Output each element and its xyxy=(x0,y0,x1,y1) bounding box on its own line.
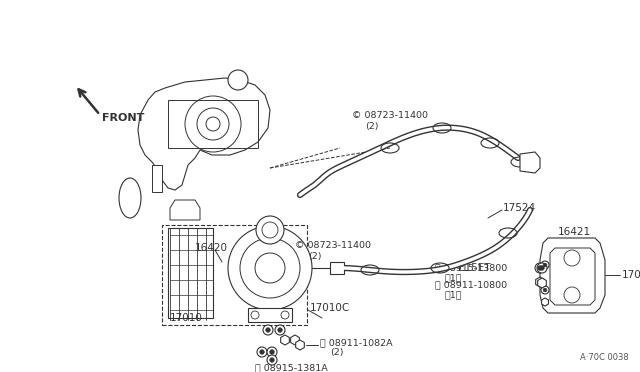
Polygon shape xyxy=(291,335,300,345)
Circle shape xyxy=(260,350,264,354)
Polygon shape xyxy=(520,152,540,173)
Polygon shape xyxy=(281,335,289,345)
Circle shape xyxy=(263,325,273,335)
Circle shape xyxy=(251,311,259,319)
Text: (2): (2) xyxy=(330,349,344,357)
Text: © 08723-11400: © 08723-11400 xyxy=(352,110,428,119)
Circle shape xyxy=(541,286,549,294)
Circle shape xyxy=(281,311,289,319)
Polygon shape xyxy=(538,278,547,288)
Text: 17524: 17524 xyxy=(503,203,536,213)
Polygon shape xyxy=(540,238,605,313)
Ellipse shape xyxy=(119,178,141,218)
Text: （1）: （1） xyxy=(445,291,463,299)
Text: (2): (2) xyxy=(365,122,378,131)
Polygon shape xyxy=(296,340,305,350)
Polygon shape xyxy=(170,200,200,220)
Circle shape xyxy=(537,263,547,273)
Circle shape xyxy=(228,226,312,310)
Polygon shape xyxy=(138,78,270,190)
Circle shape xyxy=(538,266,542,270)
Text: (2): (2) xyxy=(308,251,321,260)
Polygon shape xyxy=(541,298,548,306)
Circle shape xyxy=(535,263,545,273)
Text: （1）: （1） xyxy=(445,273,463,282)
Circle shape xyxy=(228,70,248,90)
Circle shape xyxy=(269,358,275,362)
Circle shape xyxy=(267,347,277,357)
Text: E15ET: E15ET xyxy=(458,263,490,273)
Text: 17010C: 17010C xyxy=(310,303,350,313)
Text: ⓝ 08911-10800: ⓝ 08911-10800 xyxy=(435,280,507,289)
Circle shape xyxy=(278,328,282,332)
Circle shape xyxy=(256,216,284,244)
Circle shape xyxy=(541,261,549,269)
Text: FRONT: FRONT xyxy=(102,113,145,123)
Circle shape xyxy=(269,350,275,354)
Circle shape xyxy=(543,263,547,267)
Text: 16420: 16420 xyxy=(195,243,228,253)
Circle shape xyxy=(257,347,267,357)
Polygon shape xyxy=(536,277,545,287)
Polygon shape xyxy=(248,308,292,322)
Text: A·70C 0038: A·70C 0038 xyxy=(580,353,628,362)
Text: 17010: 17010 xyxy=(170,313,203,323)
FancyBboxPatch shape xyxy=(162,225,307,325)
Polygon shape xyxy=(330,262,344,274)
Text: Ⓟ 08915-13800: Ⓟ 08915-13800 xyxy=(435,263,508,273)
Circle shape xyxy=(266,328,270,332)
Circle shape xyxy=(267,355,277,365)
Text: 17099: 17099 xyxy=(622,270,640,280)
Text: 16421: 16421 xyxy=(558,227,591,237)
Text: ⓝ 08911-1082A: ⓝ 08911-1082A xyxy=(320,339,392,347)
Circle shape xyxy=(275,325,285,335)
Text: © 08723-11400: © 08723-11400 xyxy=(295,241,371,250)
Text: Ⓥ 08915-1381A: Ⓥ 08915-1381A xyxy=(255,363,328,372)
Polygon shape xyxy=(152,165,162,192)
Circle shape xyxy=(543,288,547,292)
Circle shape xyxy=(540,266,544,270)
